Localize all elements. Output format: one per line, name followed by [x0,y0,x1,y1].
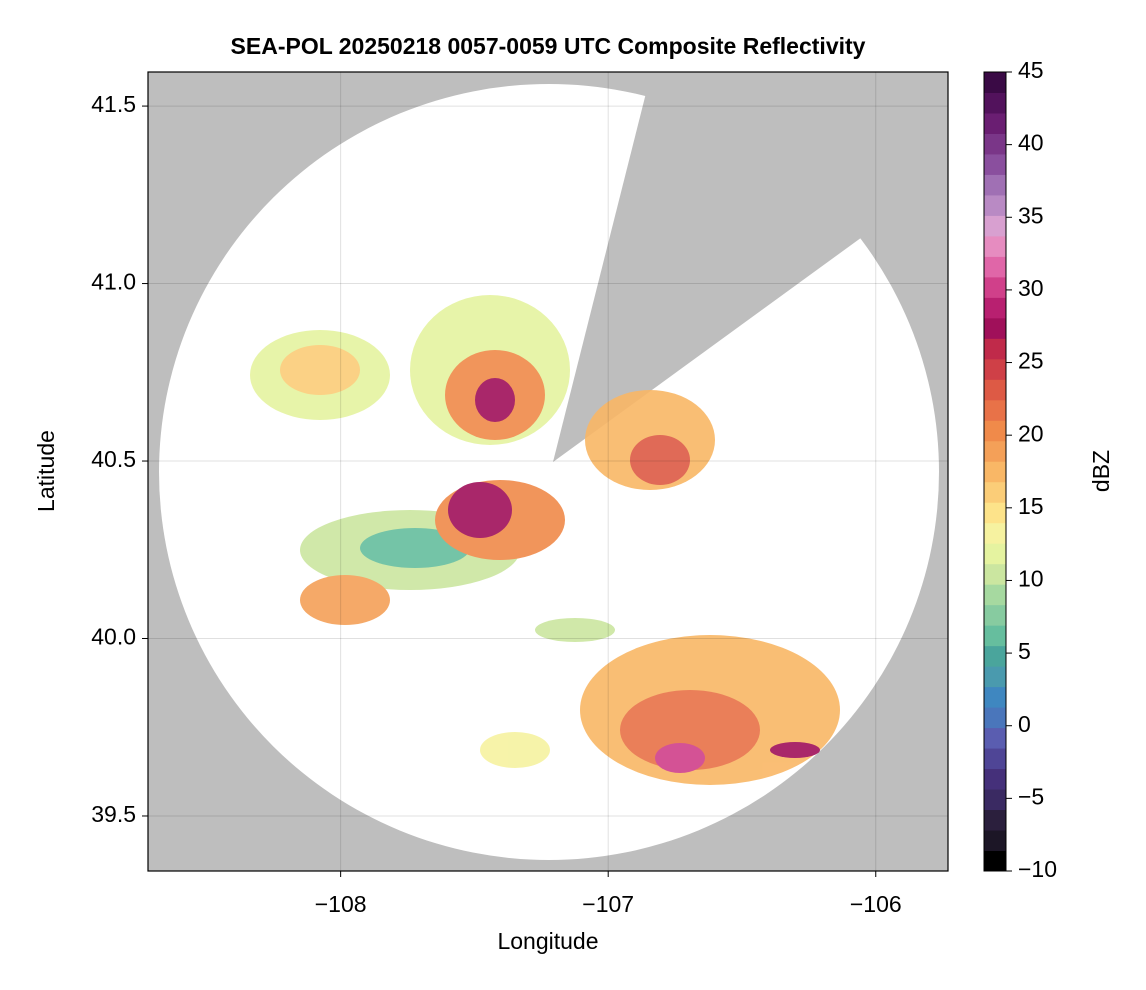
x-axis-label: Longitude [497,928,598,954]
colorbar-segment [984,830,1006,852]
colorbar: −10 −5 0 5 10 15 20 25 30 35 40 45 [983,57,1057,882]
x-tick-label: −107 [582,891,634,917]
colorbar-segment [984,358,1006,380]
colorbar-segment [984,297,1006,319]
colorbar-segment [984,604,1006,626]
colorbar-tick-label: 35 [1018,202,1044,228]
y-tick-label: 40.0 [91,624,136,650]
colorbar-tick-label: 10 [1018,566,1044,592]
colorbar-segment [984,276,1006,298]
colorbar-segment [984,481,1006,503]
echo [770,742,820,758]
colorbar-segment [984,502,1006,524]
colorbar-segment [984,850,1006,872]
x-tick-label: −106 [850,891,902,917]
colorbar-segment [984,707,1006,729]
colorbar-segment [984,625,1006,647]
colorbar-segment [984,92,1006,114]
colorbar-segment [984,645,1006,667]
colorbar-frame [983,71,1007,872]
colorbar-segment [984,789,1006,811]
colorbar-segment [984,112,1006,134]
colorbar-tick-label: −5 [1018,783,1044,809]
colorbar-segment [984,256,1006,278]
colorbar-segment [984,338,1006,360]
colorbar-segment [984,563,1006,585]
colorbar-segment [984,215,1006,237]
echo [630,435,690,485]
colorbar-segment [984,399,1006,421]
plot-frame [147,71,949,872]
colorbar-segment [984,133,1006,155]
y-tick-label: 41.5 [91,91,136,117]
colorbar-tick-label: 30 [1018,275,1044,301]
colorbar-segment [984,317,1006,339]
y-tick-label: 41.0 [91,269,136,295]
colorbar-tick-label: −10 [1018,856,1057,882]
echo [448,482,512,538]
colorbar-tick-label: 15 [1018,493,1044,519]
y-axis-label: Latitude [33,430,59,512]
x-tick-label: −108 [315,891,367,917]
echo [300,575,390,625]
colorbar-segment [984,174,1006,196]
y-tick-label: 40.5 [91,446,136,472]
echoes [250,295,840,785]
echo [620,690,760,770]
colorbar-segment [984,379,1006,401]
colorbar-segment [984,440,1006,462]
colorbar-tick-label: 5 [1018,638,1031,664]
echo [475,378,515,422]
colorbar-segment [984,72,1006,93]
echo [280,345,360,395]
colorbar-segment [984,194,1006,216]
echo [655,743,705,773]
echo [535,618,615,642]
colorbar-tick-label: 25 [1018,348,1044,374]
colorbar-segment [984,153,1006,175]
blocked-sector [553,72,948,462]
colorbar-segment [984,543,1006,565]
colorbar-label: dBZ [1088,450,1114,492]
colorbar-segment [984,686,1006,708]
colorbar-segment [984,768,1006,790]
colorbar-segment [984,420,1006,442]
plot-area [148,72,948,871]
colorbar-segment [984,235,1006,257]
colorbar-tick-label: 45 [1018,57,1044,83]
colorbar-tick-label: 20 [1018,420,1044,446]
y-tick-label: 39.5 [91,801,136,827]
colorbar-segment [984,727,1006,749]
colorbar-tick-label: 40 [1018,130,1044,156]
colorbar-segment [984,461,1006,483]
colorbar-segment [984,809,1006,831]
grid [148,72,948,871]
chart-title: SEA-POL 20250218 0057-0059 UTC Composite… [231,33,866,59]
colorbar-tick-label: 0 [1018,711,1031,737]
colorbar-segment [984,522,1006,544]
colorbar-segment [984,666,1006,688]
echo [480,732,550,768]
colorbar-segment [984,748,1006,770]
colorbar-segment [984,584,1006,606]
